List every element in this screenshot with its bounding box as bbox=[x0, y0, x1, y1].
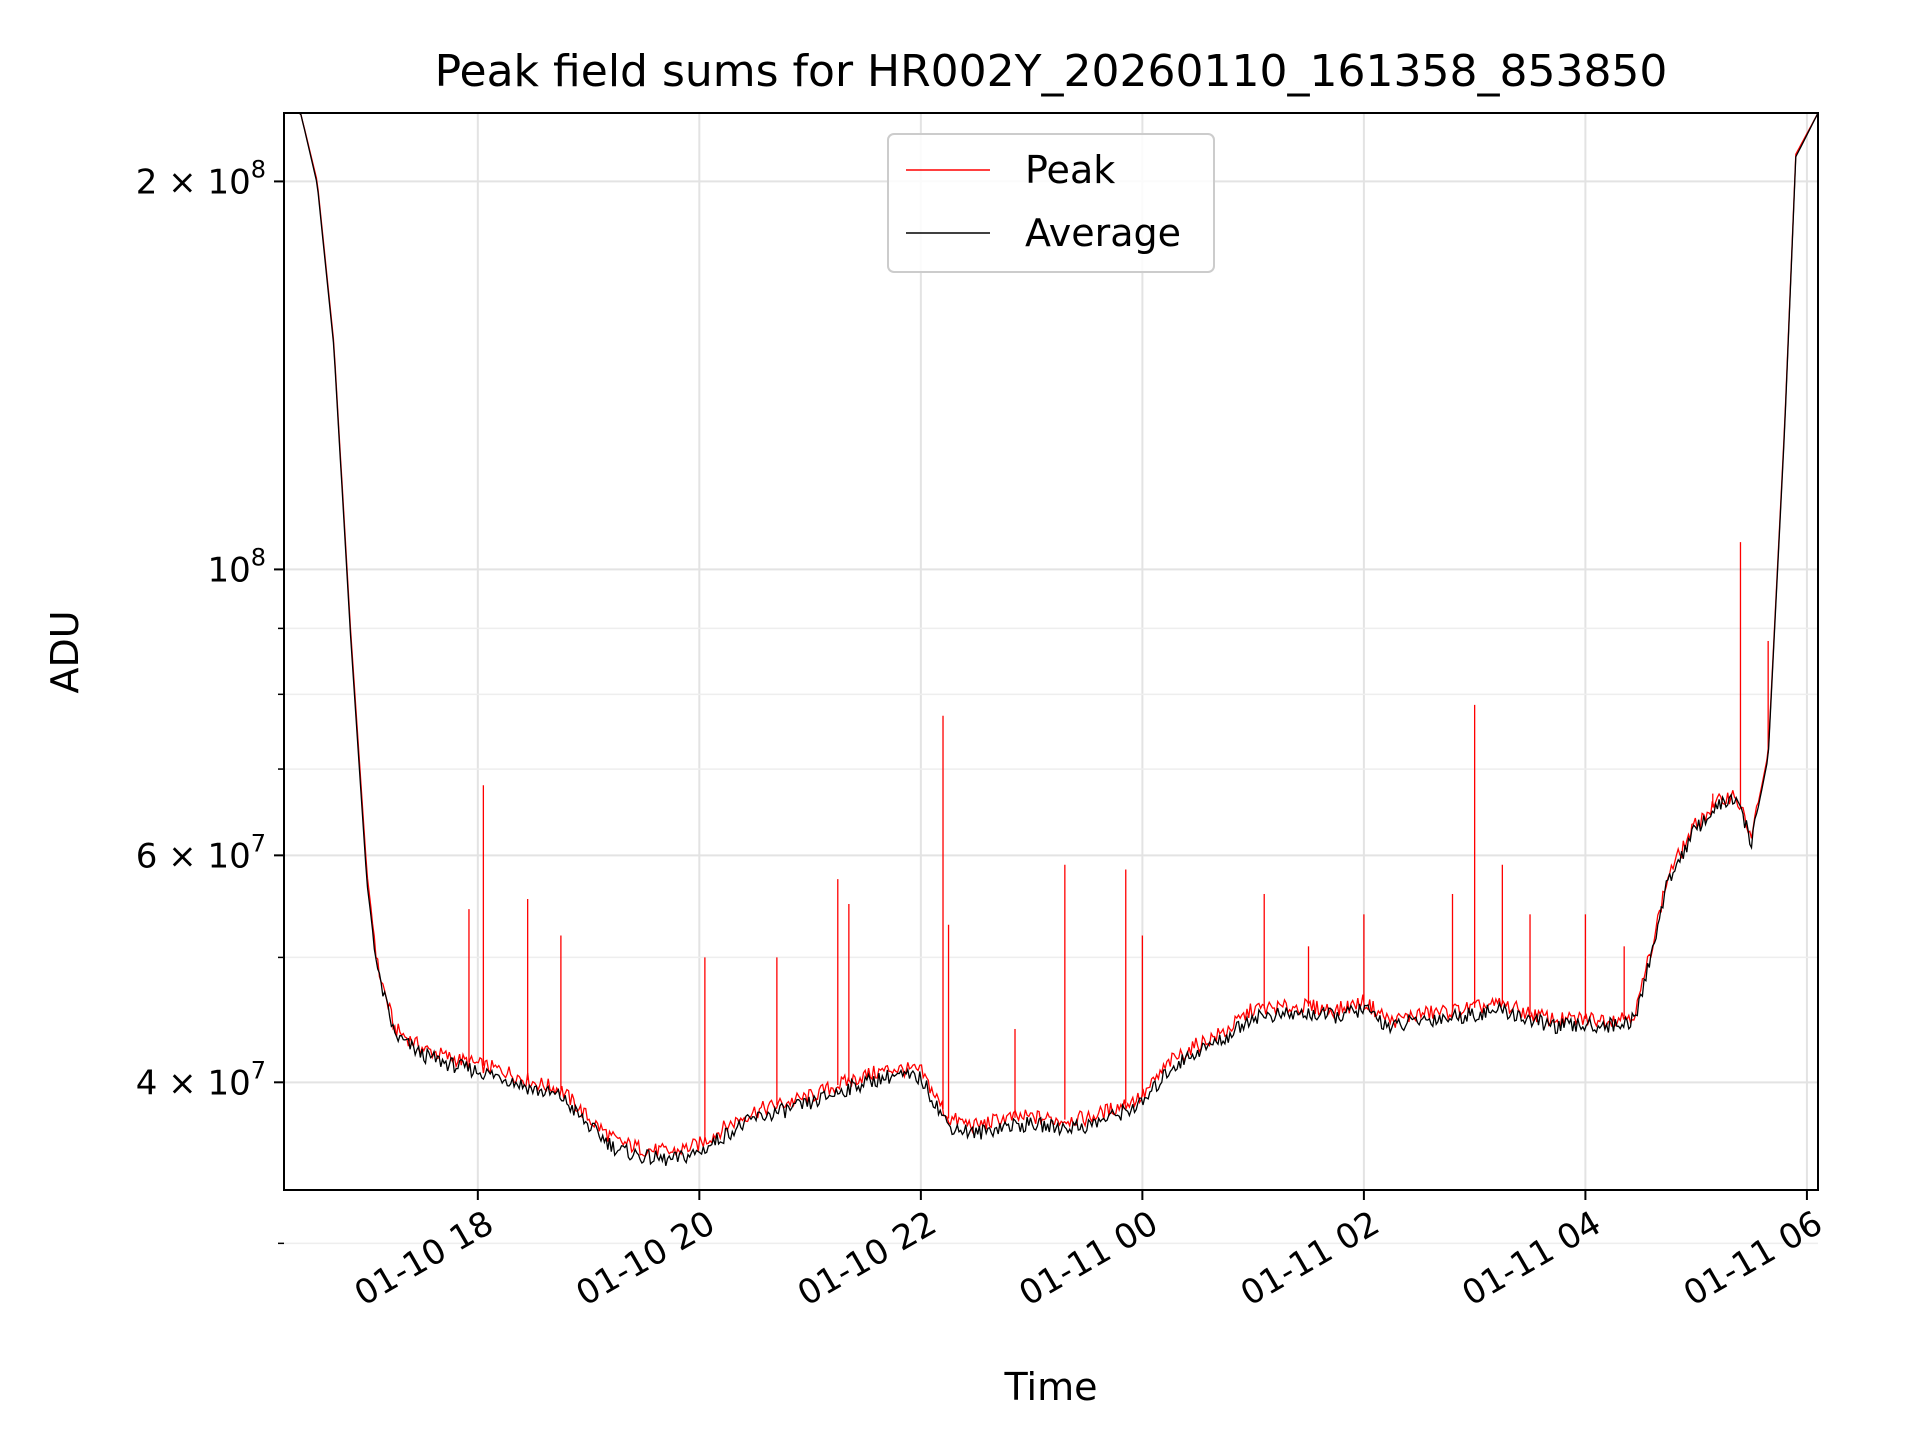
y-tick-base: 2 × 10 bbox=[136, 162, 251, 202]
y-tick-exponent: 7 bbox=[251, 829, 266, 857]
legend-average-label: Average bbox=[1025, 211, 1181, 255]
y-tick-label: 6 × 107 bbox=[136, 829, 266, 876]
x-axis-title: Time bbox=[1004, 1365, 1098, 1409]
y-tick-base: 6 × 10 bbox=[136, 836, 251, 876]
series-layer bbox=[284, 113, 1818, 1166]
y-tick-label: 108 bbox=[207, 543, 266, 590]
y-tick-exponent: 7 bbox=[251, 1056, 266, 1084]
y-tick-base: 10 bbox=[207, 550, 250, 590]
chart-title: Peak field sums for HR002Y_20260110_1613… bbox=[435, 46, 1668, 97]
y-tick-label: 2 × 108 bbox=[136, 155, 266, 202]
y-tick-base: 4 × 10 bbox=[136, 1063, 251, 1103]
y-tick-label: 4 × 107 bbox=[136, 1056, 266, 1103]
y-axis-title: ADU bbox=[43, 610, 87, 693]
legend-box bbox=[887, 133, 1215, 273]
peak-series-line bbox=[284, 113, 1818, 1157]
series-group bbox=[284, 113, 1818, 1166]
average-series-line bbox=[284, 113, 1818, 1166]
legend: Peak Average bbox=[887, 133, 1215, 273]
plot-frame bbox=[283, 112, 1819, 1191]
y-tick-exponent: 8 bbox=[251, 543, 266, 571]
y-tick-exponent: 8 bbox=[251, 155, 266, 183]
legend-peak-label: Peak bbox=[1025, 148, 1115, 192]
